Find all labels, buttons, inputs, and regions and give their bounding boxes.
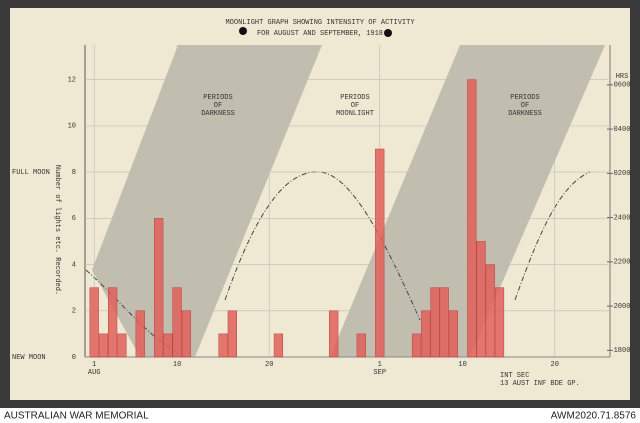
chart-subtitle: FOR AUGUST AND SEPTEMBER, 1918: [257, 30, 383, 38]
band-label: DARKNESS: [508, 110, 542, 118]
y2-tick-label: 0400: [614, 126, 631, 134]
signature: INT SEC: [500, 372, 529, 380]
moon-curve: [224, 171, 421, 321]
bar: [430, 287, 440, 358]
x-tick-label: 1: [378, 361, 382, 369]
y-tick-label: 10: [68, 123, 76, 131]
punch-hole: [239, 27, 247, 35]
month-label: SEP: [373, 369, 386, 377]
bar: [218, 333, 228, 358]
bar: [89, 287, 99, 358]
bar: [448, 310, 459, 358]
x-tick-label: 1: [92, 361, 96, 369]
month-label: AUG: [88, 369, 101, 377]
y2-axis-label: HRS: [616, 73, 629, 81]
bar: [485, 264, 495, 358]
bar: [117, 333, 127, 358]
bar: [154, 218, 164, 358]
bar: [135, 310, 145, 358]
bar: [227, 310, 237, 358]
bar: [375, 148, 385, 358]
moon-label: NEW MOON: [12, 354, 46, 362]
y2-tick-label: 2400: [614, 214, 631, 222]
y2-tick-label: 1800: [614, 347, 631, 355]
y2-tick-label: 2000: [614, 303, 631, 311]
y-tick-label: 0: [72, 354, 76, 362]
y2-tick-label: 2200: [614, 259, 631, 267]
x-tick-label: 20: [265, 361, 273, 369]
signature: 13 AUST INF BDE GP.: [500, 380, 580, 388]
y2-tick-label: 0600: [614, 82, 631, 90]
y-tick-label: 8: [72, 169, 76, 177]
band-label: OF: [214, 102, 222, 110]
band-label: PERIODS: [340, 94, 369, 102]
bar: [356, 333, 366, 358]
band-label: PERIODS: [203, 94, 232, 102]
y-tick-label: 4: [72, 261, 76, 269]
bar: [411, 333, 422, 358]
punch-hole: [384, 29, 392, 37]
bar: [494, 287, 505, 358]
bar: [98, 333, 109, 358]
bar: [329, 310, 339, 358]
moon-curve: [514, 171, 591, 301]
bar: [108, 287, 118, 358]
y-tick-label: 12: [68, 77, 76, 85]
x-tick-label: 10: [458, 361, 466, 369]
x-tick-label: 10: [173, 361, 181, 369]
bar: [181, 310, 191, 358]
bar: [273, 333, 284, 358]
bar: [439, 287, 449, 358]
band-label: MOONLIGHT: [336, 110, 374, 118]
x-tick-label: 20: [551, 361, 559, 369]
bar: [467, 79, 477, 358]
band-label: OF: [521, 102, 529, 110]
band-label: DARKNESS: [201, 110, 235, 118]
y-tick-label: 2: [72, 308, 76, 316]
y-tick-label: 6: [72, 215, 76, 223]
bar: [476, 241, 486, 358]
bar: [163, 333, 173, 358]
band-label: OF: [351, 102, 359, 110]
y-axis-label: Number of lights etc. Recorded.: [53, 165, 61, 295]
footer-left: AUSTRALIAN WAR MEMORIAL: [4, 411, 149, 422]
chart-title: MOONLIGHT GRAPH SHOWING INTENSITY OF ACT…: [225, 19, 415, 27]
y2-tick-label: 0200: [614, 170, 631, 178]
bar: [421, 310, 431, 358]
bar: [172, 287, 182, 358]
darkness-band: [92, 45, 322, 357]
footer-right: AWM2020.71.8576: [551, 411, 637, 422]
band-label: PERIODS: [510, 94, 539, 102]
moon-label: FULL MOON: [12, 169, 50, 177]
